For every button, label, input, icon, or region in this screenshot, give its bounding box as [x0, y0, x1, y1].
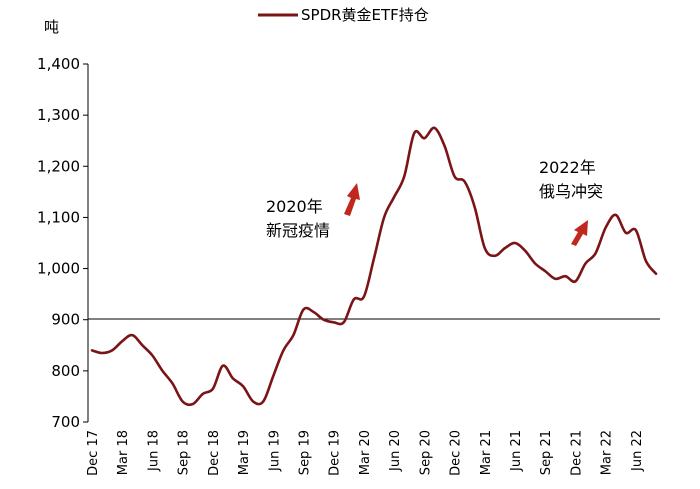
x-tick-label: Mar 19: [237, 430, 252, 475]
y-tick-label: 1,400: [37, 55, 80, 73]
y-tick-label: 1,000: [37, 260, 80, 278]
x-tick-group: Dec 17 Mar 18 Jun 18 Sep 18 Dec 18 Mar 19 Jun …: [86, 430, 645, 476]
x-tick-label: Mar 18: [116, 430, 131, 475]
series-line-spdr-holdings[interactable]: [90, 126, 658, 407]
x-tick-label: Dec 17: [86, 430, 101, 476]
y-tick-label: 1,200: [37, 157, 80, 175]
x-tick-label: Sep 20: [418, 430, 433, 475]
x-tick-label: Sep 18: [177, 430, 192, 475]
x-tick-label: Jun 19: [267, 430, 282, 472]
legend-label[interactable]: SPDR黄金ETF持仓: [301, 6, 429, 24]
y-tick-label: 900: [51, 311, 80, 329]
x-tick-label: Mar 22: [600, 430, 615, 475]
x-tick-label: Jun 18: [146, 430, 161, 472]
x-tick-label: Dec 18: [207, 430, 222, 476]
x-tick-label: Dec 21: [569, 430, 584, 476]
x-tick-label: Jun 21: [509, 430, 524, 472]
x-tick-label: Sep 21: [539, 430, 554, 475]
y-tick-group: 700 800 900 1,000 1,100 1,200 1,300 1,400: [37, 55, 88, 431]
x-tick-label: Dec 19: [328, 430, 343, 476]
annotation-covid-label: 新冠疫情: [266, 221, 330, 240]
annotation-covid-year: 2020年: [266, 197, 323, 216]
y-tick-label: 1,100: [37, 208, 80, 226]
y-tick-label: 1,300: [37, 106, 80, 124]
arrow-up-icon-covid: [344, 183, 360, 216]
x-tick-label: Jun 20: [388, 430, 403, 472]
x-tick-label: Mar 21: [479, 430, 494, 475]
x-tick-label: Jun 22: [630, 430, 645, 472]
annotation-war-year: 2022年: [539, 158, 596, 177]
y-axis-unit: 吨: [44, 18, 59, 36]
x-tick-label: Dec 20: [449, 430, 464, 476]
y-tick-label: 700: [51, 413, 80, 431]
x-tick-label: Sep 19: [298, 430, 313, 475]
annotation-war-label: 俄乌冲突: [539, 182, 603, 201]
y-tick-label: 800: [51, 362, 80, 380]
arrow-up-icon-war: [571, 220, 588, 246]
x-tick-label: Mar 20: [358, 430, 373, 475]
